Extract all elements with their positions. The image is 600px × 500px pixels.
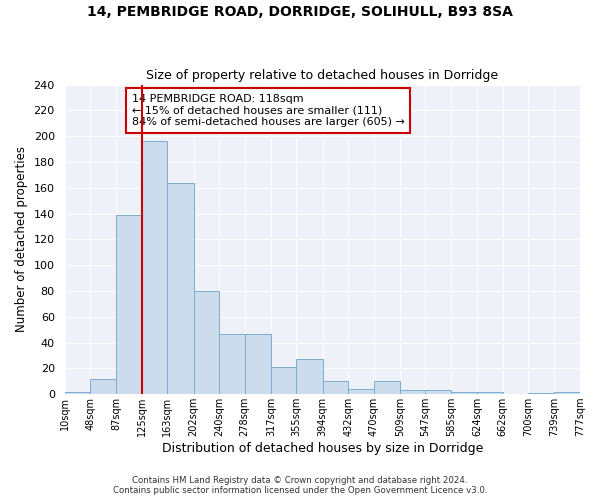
Bar	[194, 291, 219, 394]
Bar	[142, 142, 167, 394]
Text: 14 PEMBRIDGE ROAD: 118sqm
← 15% of detached houses are smaller (111)
84% of semi: 14 PEMBRIDGE ROAD: 118sqm ← 15% of detac…	[131, 94, 404, 127]
Y-axis label: Number of detached properties: Number of detached properties	[15, 146, 28, 332]
Bar	[451, 392, 477, 394]
Bar	[477, 392, 503, 394]
Bar	[528, 393, 554, 394]
Text: Contains HM Land Registry data © Crown copyright and database right 2024.
Contai: Contains HM Land Registry data © Crown c…	[113, 476, 487, 495]
Bar	[65, 392, 90, 394]
Bar	[219, 334, 245, 394]
Bar	[348, 389, 374, 394]
Bar	[271, 367, 296, 394]
Bar	[400, 390, 425, 394]
Bar	[323, 382, 348, 394]
Title: Size of property relative to detached houses in Dorridge: Size of property relative to detached ho…	[146, 69, 499, 82]
Bar	[245, 334, 271, 394]
Bar	[580, 390, 600, 394]
Bar	[90, 378, 116, 394]
Bar	[554, 392, 580, 394]
Text: 14, PEMBRIDGE ROAD, DORRIDGE, SOLIHULL, B93 8SA: 14, PEMBRIDGE ROAD, DORRIDGE, SOLIHULL, …	[87, 5, 513, 19]
Bar	[296, 360, 323, 394]
Bar	[374, 382, 400, 394]
X-axis label: Distribution of detached houses by size in Dorridge: Distribution of detached houses by size …	[161, 442, 483, 455]
Bar	[167, 182, 194, 394]
Bar	[116, 215, 142, 394]
Bar	[425, 390, 451, 394]
